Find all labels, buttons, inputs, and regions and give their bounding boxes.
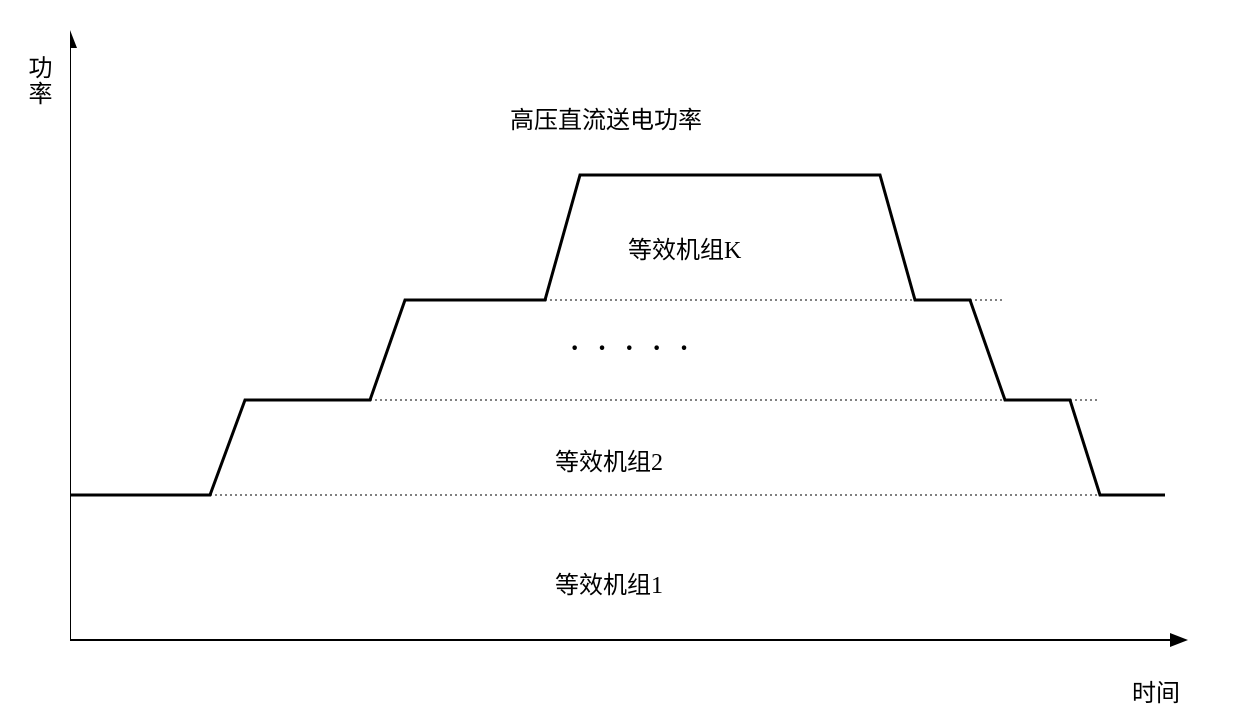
chart-title: 高压直流送电功率 bbox=[510, 100, 702, 135]
region-label-unitK: 等效机组K bbox=[628, 230, 741, 265]
region-label-unit1: 等效机组1 bbox=[555, 565, 663, 600]
y-axis-arrow bbox=[70, 30, 77, 48]
y-axis-label: 功率 bbox=[20, 55, 55, 107]
region-label-ellipsis: ····· bbox=[570, 333, 707, 365]
region-label-unit2: 等效机组2 bbox=[555, 442, 663, 477]
x-axis-arrow bbox=[1170, 633, 1188, 647]
x-axis-label: 时间 bbox=[1132, 673, 1180, 708]
